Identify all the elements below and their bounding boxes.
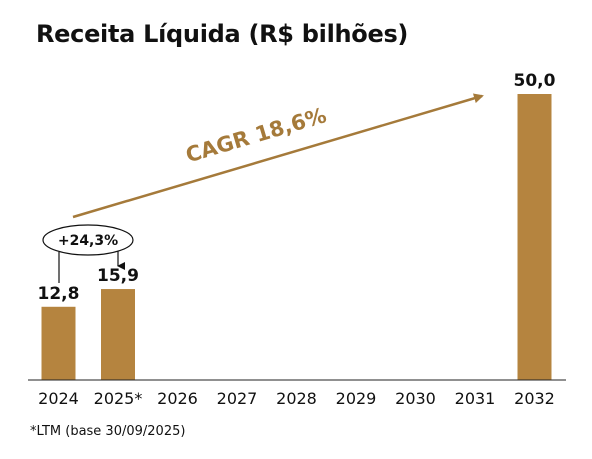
x-tick-label-2029: 2029 <box>336 389 377 408</box>
cagr-arrow <box>72 93 484 219</box>
x-tick-label-2032: 2032 <box>514 389 555 408</box>
value-label-2032: 50,0 <box>514 71 556 91</box>
cagr-label: CAGR 18,6% <box>183 103 329 167</box>
bar-2025-ltm <box>101 289 135 380</box>
chart-title: Receita Líquida (R$ bilhões) <box>36 20 409 48</box>
x-tick-label-2028: 2028 <box>276 389 317 408</box>
footnote: *LTM (base 30/09/2025) <box>30 424 186 439</box>
x-tick-label-2026: 2026 <box>157 389 198 408</box>
growth-label: +24,3% <box>58 233 118 249</box>
x-tick-label-2030: 2030 <box>395 389 436 408</box>
x-tick-label-2027: 2027 <box>217 389 258 408</box>
x-tick-label-2031: 2031 <box>455 389 496 408</box>
x-tick-label-2024: 2024 <box>38 389 79 408</box>
x-tick-label-2025-ltm: 2025* <box>94 389 143 408</box>
value-label-2024: 12,8 <box>38 284 80 304</box>
value-label-2025-ltm: 15,9 <box>97 266 139 286</box>
bar-2024 <box>41 306 76 380</box>
bar-2032 <box>517 94 552 380</box>
growth-callout <box>42 224 134 256</box>
